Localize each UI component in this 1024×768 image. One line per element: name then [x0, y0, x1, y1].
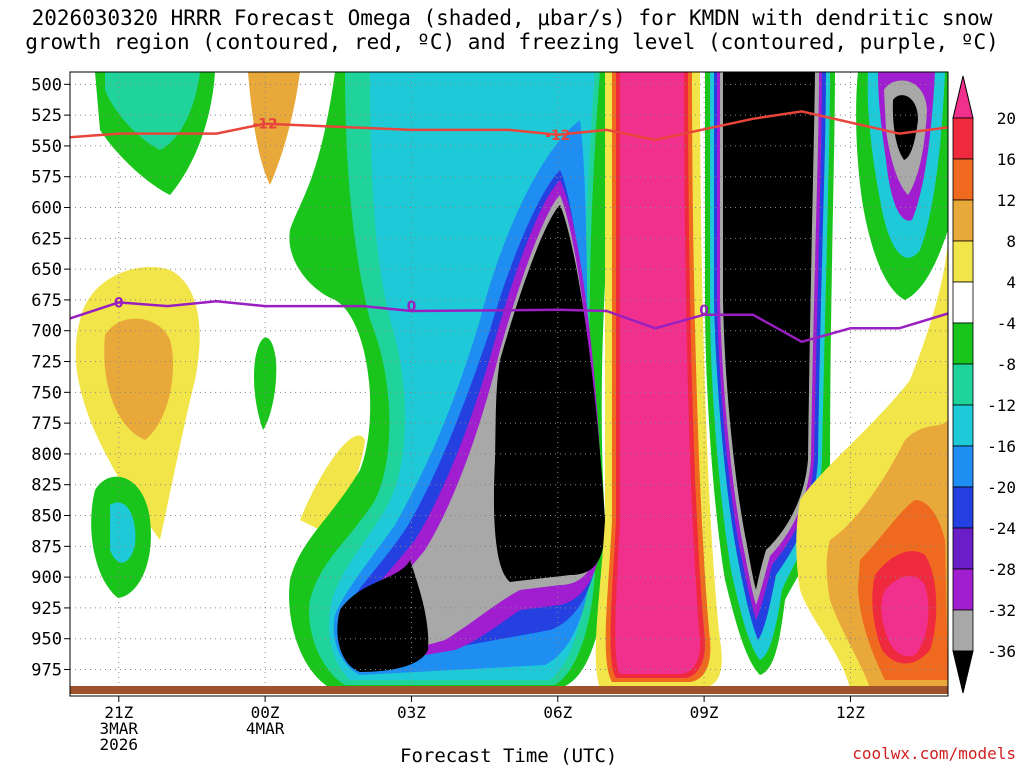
- y-tick-label: 600: [31, 199, 62, 219]
- ground-strip: [70, 686, 948, 694]
- freezing-contour-label: 0: [699, 303, 709, 319]
- y-tick-label: 900: [31, 568, 62, 588]
- y-tick-label: 750: [31, 383, 62, 403]
- colorbar-label: -32: [987, 601, 1016, 620]
- colorbar-label: -24: [987, 519, 1016, 538]
- colorbar: 20 16 12 8 4 -4 -8 -12 -16 -20 -24 -28 -32 -36: [952, 75, 1016, 694]
- colorbar-label: 4: [1006, 273, 1016, 292]
- x-tick-label: 09Z: [690, 703, 719, 722]
- y-tick-label: 725: [31, 353, 62, 373]
- y-tick-label: 650: [31, 260, 62, 280]
- omega-region-00z-small: [253, 337, 277, 430]
- colorbar-bin: [952, 322, 974, 365]
- y-tick-label: 625: [31, 229, 62, 249]
- colorbar-label: -20: [987, 478, 1016, 497]
- colorbar-label: -8: [997, 355, 1016, 374]
- credit-text: coolwx.com/models: [852, 744, 1016, 763]
- y-tick-label: 500: [31, 75, 62, 95]
- y-tick-label: 925: [31, 599, 62, 619]
- x-axis-label: Forecast Time (UTC): [400, 745, 618, 767]
- y-axis: 500 525 550 575 600 625 650 675 700 725 750 775 800 8…: [31, 75, 70, 681]
- x-tick-label: 2026: [100, 735, 139, 754]
- y-tick-label: 525: [31, 106, 62, 126]
- colorbar-bottom-arrow: [952, 650, 974, 694]
- x-tick-label: 03Z: [397, 703, 426, 722]
- omega-region-08z-pink: [615, 72, 701, 674]
- dgz-contour-label: -12: [545, 128, 570, 144]
- omega-region-left-warm-core: [104, 318, 173, 440]
- y-tick-label: 850: [31, 507, 62, 527]
- omega-region-left-lower-core: [110, 502, 136, 563]
- colorbar-label: 16: [997, 150, 1016, 169]
- y-tick-label: 675: [31, 291, 62, 311]
- plot-frame: [69, 71, 949, 697]
- colorbar-label: -4: [997, 314, 1016, 333]
- chart-title: 2026030320 HRRR Forecast Omega (shaded, …: [0, 6, 1024, 54]
- freezing-contour-label: 0: [114, 295, 124, 311]
- colorbar-bin: [952, 404, 974, 447]
- colorbar-bin: [952, 158, 974, 201]
- colorbar-bin: [952, 240, 974, 283]
- y-tick-label: 575: [31, 168, 62, 188]
- colorbar-bin: [952, 527, 974, 570]
- omega-shading: [75, 72, 948, 688]
- freezing-level-contour-line: [69, 299, 949, 344]
- omega-region-mid-warm: [300, 435, 365, 530]
- colorbar-bin: [952, 363, 974, 406]
- colorbar-bin: [952, 117, 974, 160]
- y-tick-label: 700: [31, 322, 62, 342]
- omega-core-13z-upper: [892, 95, 918, 160]
- colorbar-label: -36: [987, 642, 1016, 661]
- x-tick-label: 00Z: [251, 703, 280, 722]
- colorbar-bin: [952, 568, 974, 611]
- freezing-contour-label: 0: [407, 299, 417, 315]
- y-tick-label: 775: [31, 414, 62, 434]
- y-tick-label: 550: [31, 137, 62, 157]
- x-tick-label: 3MAR: [100, 719, 139, 738]
- dgz-contour-line: [69, 110, 949, 142]
- y-tick-label: 825: [31, 476, 62, 496]
- y-tick-label: 875: [31, 537, 62, 557]
- omega-region-left-upper-core: [105, 72, 200, 150]
- colorbar-bin: [952, 486, 974, 529]
- omega-region-13z-pink: [881, 575, 929, 657]
- colorbar-label: -12: [987, 396, 1016, 415]
- title-line-2: growth region (contoured, red, ºC) and f…: [25, 30, 999, 54]
- y-tick-label: 975: [31, 661, 62, 681]
- colorbar-bin: [952, 199, 974, 242]
- x-tick-label: 12Z: [836, 703, 865, 722]
- omega-core-10z: [723, 72, 815, 590]
- colorbar-bin: [952, 609, 974, 652]
- colorbar-label: 12: [997, 191, 1016, 210]
- colorbar-label: 8: [1006, 232, 1016, 251]
- omega-region-00z-upper: [248, 72, 300, 185]
- x-tick-label: 21Z: [104, 703, 133, 722]
- colorbar-bin: [952, 281, 974, 324]
- y-tick-label: 950: [31, 630, 62, 650]
- omega-core-06z: [493, 205, 606, 582]
- x-tick-label: 06Z: [543, 703, 572, 722]
- colorbar-label: -16: [987, 437, 1016, 456]
- colorbar-label: -28: [987, 560, 1016, 579]
- x-tick-label: 4MAR: [246, 719, 285, 738]
- contour-labels: -12 -12 0 0 0: [114, 117, 709, 319]
- dgz-contour-label: -12: [252, 117, 277, 133]
- colorbar-label: 20: [997, 109, 1016, 128]
- y-tick-label: 800: [31, 445, 62, 465]
- colorbar-bin: [952, 445, 974, 488]
- omega-core-03z: [337, 560, 429, 672]
- title-line-1: 2026030320 HRRR Forecast Omega (shaded, …: [31, 6, 993, 30]
- colorbar-top-arrow: [952, 75, 974, 119]
